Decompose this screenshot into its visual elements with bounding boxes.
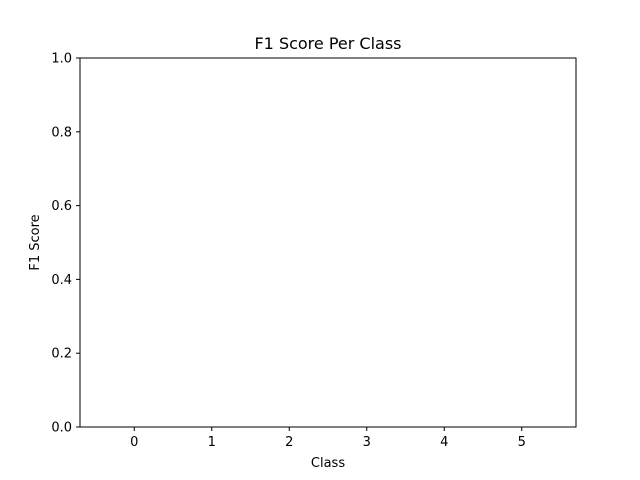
y-tick-label: 0.6: [51, 199, 72, 214]
y-tick-label: 0.0: [51, 421, 72, 436]
y-tick-label: 0.4: [51, 273, 72, 288]
x-tick-label: 1: [208, 435, 216, 450]
y-axis-label: F1 Score: [28, 214, 43, 270]
plot-area: [80, 58, 576, 427]
x-tick-label: 0: [130, 435, 138, 450]
y-axis-ticks: 0.0 0.2 0.4 0.6 0.8 1.0: [51, 52, 80, 436]
x-tick-label: 3: [363, 435, 371, 450]
x-axis-label: Class: [311, 456, 345, 471]
x-tick-label: 5: [518, 435, 526, 450]
chart-title: F1 Score Per Class: [254, 34, 401, 53]
x-tick-label: 2: [285, 435, 293, 450]
plot-frame: [79, 57, 577, 428]
x-axis-ticks: 0 1 2 3 4 5: [130, 427, 526, 450]
x-tick-label: 4: [440, 435, 448, 450]
y-tick-label: 0.8: [51, 125, 72, 140]
y-tick-label: 1.0: [51, 52, 72, 67]
y-tick-label: 0.2: [51, 347, 72, 362]
